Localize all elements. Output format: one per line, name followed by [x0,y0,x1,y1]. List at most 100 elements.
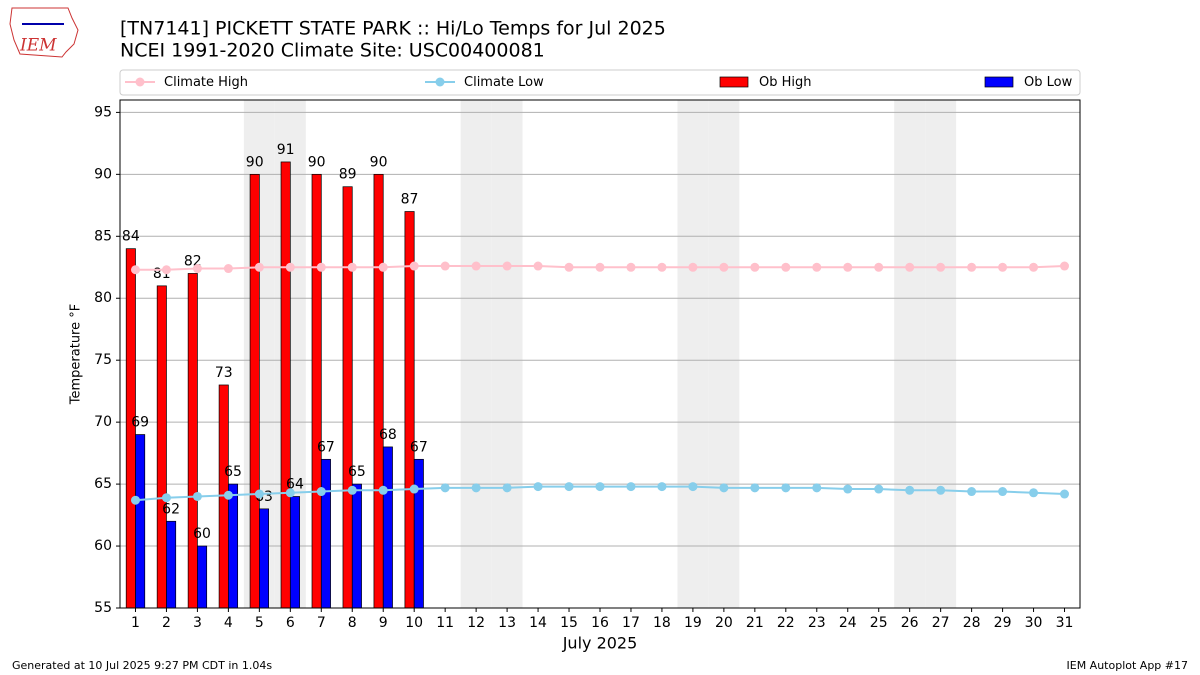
y-tick-label: 65 [94,476,112,492]
bar [311,173,322,609]
x-tick-label: 17 [622,615,640,631]
bar [135,434,146,609]
shade [491,100,523,608]
data-label: 68 [379,427,397,443]
shade [460,100,492,608]
x-tick-label: 26 [901,615,919,631]
point [130,265,140,275]
point [533,482,543,492]
x-axis-label: July 2025 [562,634,638,653]
data-label: 89 [339,167,357,183]
legend-box [119,69,1081,96]
point [688,482,698,492]
bar [280,161,291,609]
data-label: 69 [131,415,149,431]
x-tick-label: 29 [994,615,1012,631]
point [843,484,853,494]
plot-frame [119,99,1081,609]
data-label: 67 [410,439,428,455]
y-tick-label: 55 [94,600,112,616]
legend-marker [435,77,445,87]
legend-label: Ob High [759,75,812,90]
point [192,264,202,274]
data-label: 91 [277,142,295,158]
point [843,262,853,272]
x-tick-label: 19 [684,615,702,631]
point [750,262,760,272]
point [657,482,667,492]
data-label: 87 [401,192,419,208]
bar [342,186,353,609]
point [564,262,574,272]
legend-label: Climate High [164,75,248,90]
point [223,264,233,274]
point [967,262,977,272]
x-tick-label: 1 [131,615,140,631]
footer-left: Generated at 10 Jul 2025 9:27 PM CDT in … [12,659,272,672]
logo-text: IEM [19,36,57,56]
point [564,482,574,492]
data-label: 90 [308,154,326,170]
point [719,262,729,272]
x-tick-label: 2 [162,615,171,631]
bar [382,446,393,609]
data-label: 67 [317,439,335,455]
x-tick-label: 20 [715,615,733,631]
legend-label: Climate Low [464,75,544,90]
point [905,262,915,272]
shade [708,100,740,608]
point [595,262,605,272]
point [657,262,667,272]
bar [249,173,260,609]
chart-title: [TN7141] PICKETT STATE PARK :: Hi/Lo Tem… [120,18,666,40]
point [347,262,357,272]
bar [259,508,269,609]
point [378,485,388,495]
bar [351,483,362,609]
footer-right: IEM Autoplot App #17 [1067,659,1189,672]
x-tick-label: 15 [560,615,578,631]
data-label: 90 [246,154,264,170]
data-label: 84 [122,229,140,245]
y-tick-label: 75 [94,352,112,368]
point [626,482,636,492]
point [998,487,1008,497]
legend-swatch [984,76,1014,88]
data-label: 65 [224,464,242,480]
legend-swatch [719,76,749,88]
y-tick-label: 90 [94,166,112,182]
shade [925,100,957,608]
bar [413,458,424,609]
x-tick-label: 5 [255,615,264,631]
point [347,485,357,495]
point [316,487,326,497]
point [1060,261,1070,271]
point [502,261,512,271]
x-tick-label: 8 [348,615,357,631]
chart-subtitle: NCEI 1991-2020 Climate Site: USC00400081 [120,40,545,62]
x-tick-label: 21 [746,615,764,631]
y-tick-label: 60 [94,538,112,554]
point [750,483,760,493]
x-tick-label: 14 [529,615,547,631]
point [502,483,512,493]
point [316,262,326,272]
logo-outline [9,7,79,58]
x-tick-label: 25 [870,615,888,631]
point [533,261,543,271]
point [936,485,946,495]
point [378,262,388,272]
point [471,261,481,271]
point [254,262,264,272]
data-label: 62 [162,501,180,517]
y-tick-label: 95 [94,104,112,120]
x-tick-label: 10 [405,615,423,631]
x-tick-label: 13 [498,615,516,631]
point [130,495,140,505]
y-tick-label: 70 [94,414,112,430]
point [1029,262,1039,272]
data-label: 73 [215,365,233,381]
x-tick-label: 3 [193,615,202,631]
point [409,484,419,494]
logo: IEM [9,7,79,58]
